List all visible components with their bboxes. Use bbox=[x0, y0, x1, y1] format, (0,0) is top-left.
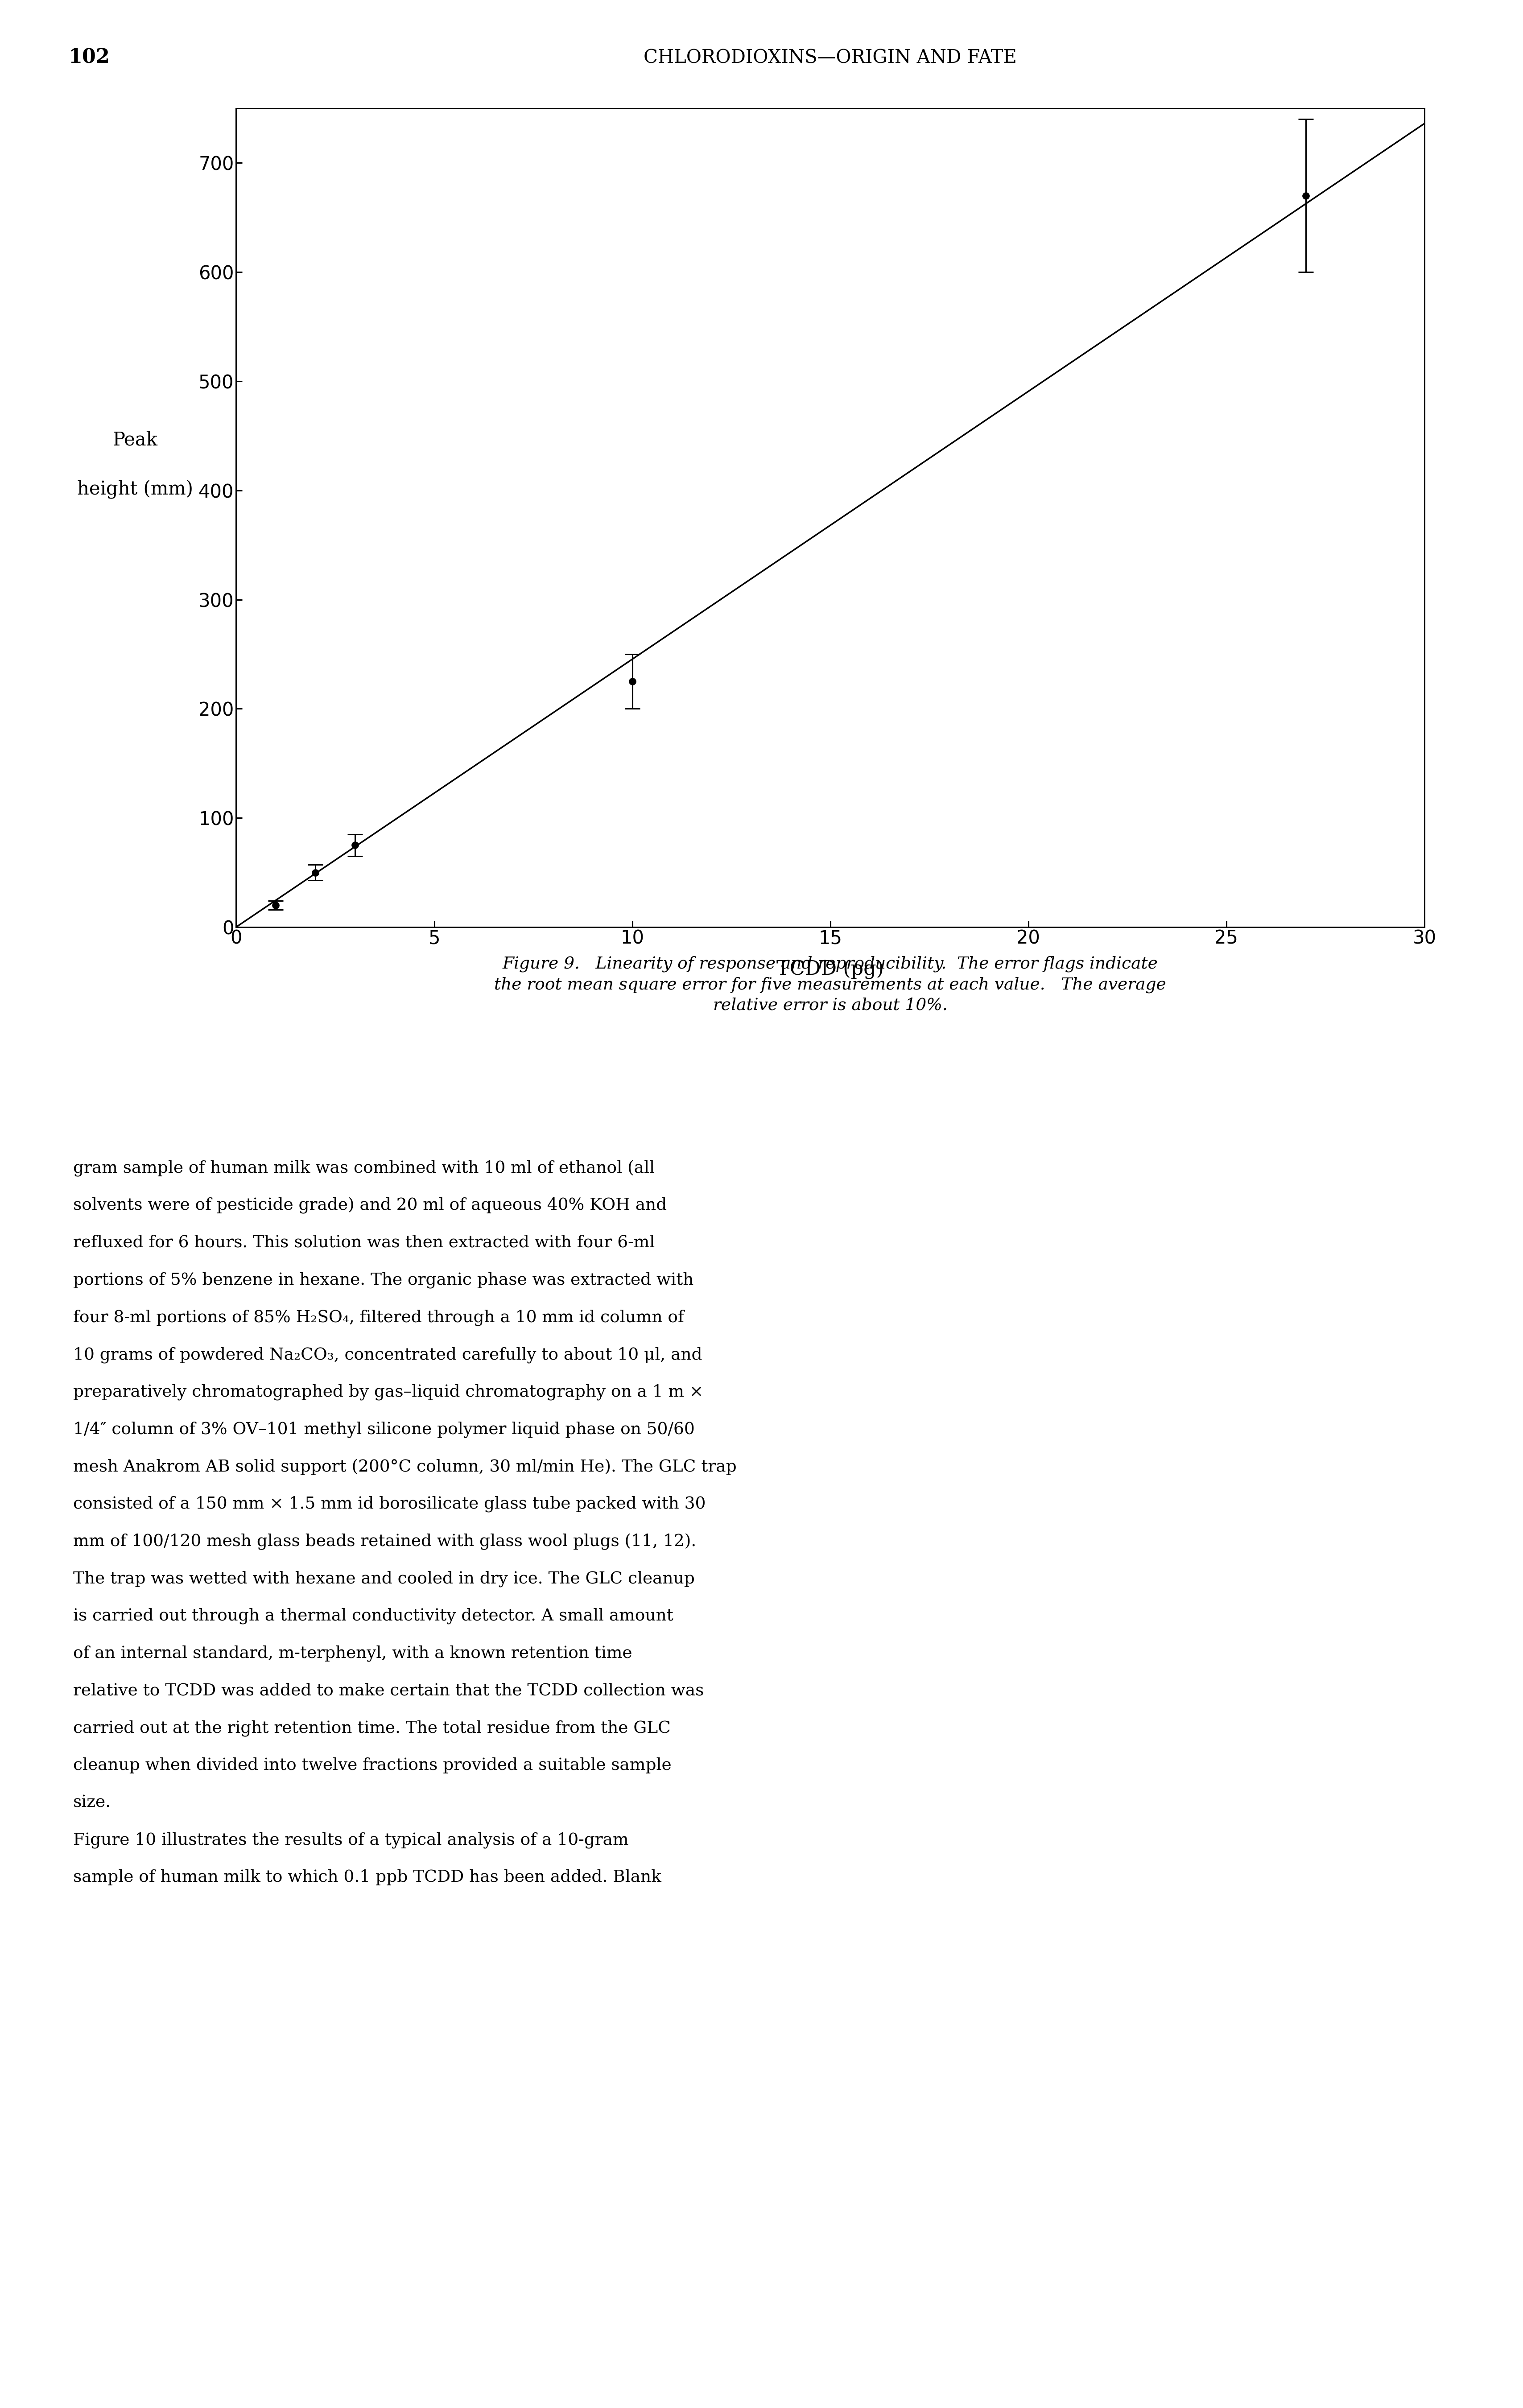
Text: solvents were of pesticide grade) and 20 ml of aqueous 40% KOH and: solvents were of pesticide grade) and 20… bbox=[73, 1197, 667, 1214]
Text: mesh Anakrom AB solid support (200°C column, 30 ml/min He). The GLC trap: mesh Anakrom AB solid support (200°C col… bbox=[73, 1459, 737, 1476]
Text: mm of 100/120 mesh glass beads retained with glass wool plugs (11, 12).: mm of 100/120 mesh glass beads retained … bbox=[73, 1534, 696, 1551]
Text: cleanup when divided into twelve fractions provided a suitable sample: cleanup when divided into twelve fractio… bbox=[73, 1758, 672, 1772]
Text: of an internal standard, m-terphenyl, with a known retention time: of an internal standard, m-terphenyl, wi… bbox=[73, 1645, 632, 1662]
Text: Figure 9.   Linearity of response and reproducibility.  The error flags indicate: Figure 9. Linearity of response and repr… bbox=[493, 956, 1167, 1014]
Text: sample of human milk to which 0.1 ppb TCDD has been added. Blank: sample of human milk to which 0.1 ppb TC… bbox=[73, 1869, 661, 1885]
Text: consisted of a 150 mm × 1.5 mm id borosilicate glass tube packed with 30: consisted of a 150 mm × 1.5 mm id borosi… bbox=[73, 1495, 705, 1512]
Text: height (mm): height (mm) bbox=[78, 479, 193, 498]
Text: refluxed for 6 hours. This solution was then extracted with four 6-ml: refluxed for 6 hours. This solution was … bbox=[73, 1235, 655, 1250]
Text: 102: 102 bbox=[69, 48, 110, 67]
X-axis label: TCDD (pg): TCDD (pg) bbox=[777, 958, 883, 978]
Text: preparatively chromatographed by gas–liquid chromatography on a 1 m ×: preparatively chromatographed by gas–liq… bbox=[73, 1385, 704, 1401]
Text: 10 grams of powdered Na₂CO₃, concentrated carefully to about 10 μl, and: 10 grams of powdered Na₂CO₃, concentrate… bbox=[73, 1346, 702, 1363]
Text: size.: size. bbox=[73, 1794, 111, 1811]
Text: four 8-ml portions of 85% H₂SO₄, filtered through a 10 mm id column of: four 8-ml portions of 85% H₂SO₄, filtere… bbox=[73, 1310, 684, 1327]
Text: gram sample of human milk was combined with 10 ml of ethanol (all: gram sample of human milk was combined w… bbox=[73, 1161, 655, 1178]
Text: is carried out through a thermal conductivity detector. A small amount: is carried out through a thermal conduct… bbox=[73, 1609, 673, 1625]
Text: carried out at the right retention time. The total residue from the GLC: carried out at the right retention time.… bbox=[73, 1719, 670, 1736]
Text: relative to TCDD was added to make certain that the TCDD collection was: relative to TCDD was added to make certa… bbox=[73, 1683, 704, 1698]
Text: Figure 10 illustrates the results of a typical analysis of a 10-gram: Figure 10 illustrates the results of a t… bbox=[73, 1832, 629, 1849]
Text: CHLORODIOXINS—ORIGIN AND FATE: CHLORODIOXINS—ORIGIN AND FATE bbox=[644, 48, 1016, 67]
Text: 1/4″ column of 3% OV–101 methyl silicone polymer liquid phase on 50/60: 1/4″ column of 3% OV–101 methyl silicone… bbox=[73, 1421, 694, 1438]
Text: The trap was wetted with hexane and cooled in dry ice. The GLC cleanup: The trap was wetted with hexane and cool… bbox=[73, 1570, 694, 1587]
Text: Peak: Peak bbox=[113, 431, 157, 450]
Text: portions of 5% benzene in hexane. The organic phase was extracted with: portions of 5% benzene in hexane. The or… bbox=[73, 1271, 693, 1288]
